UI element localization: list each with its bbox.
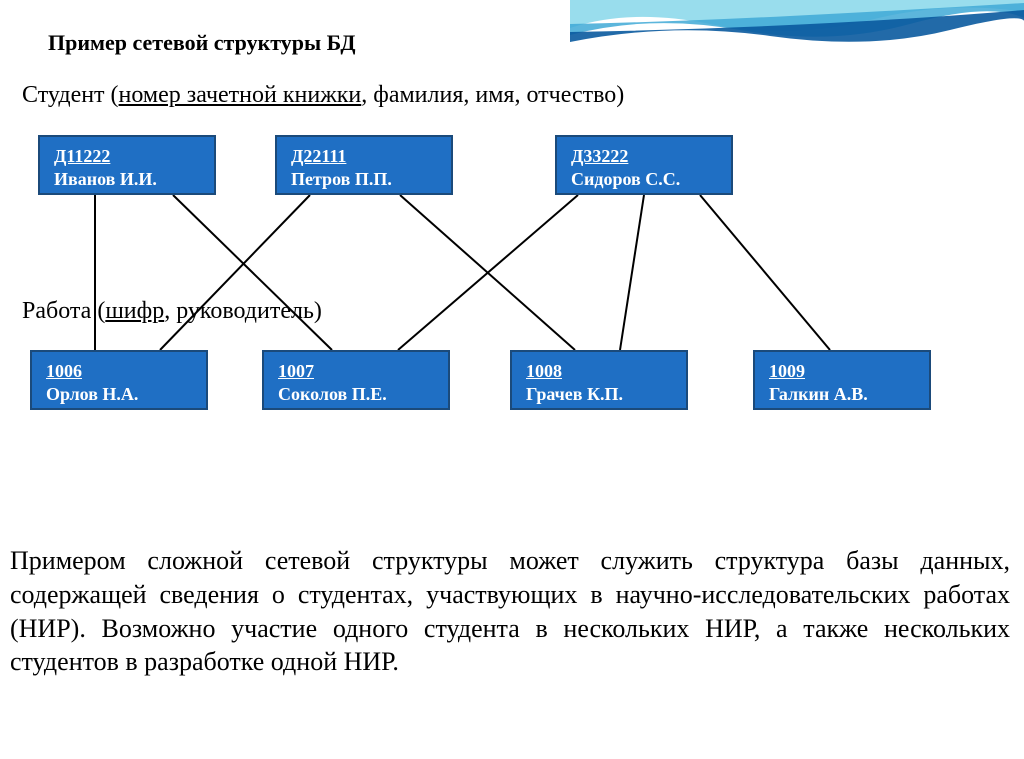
subtitle-work-underlined: шифр (105, 298, 164, 324)
student-name: Сидоров С.С. (571, 169, 680, 189)
edge-line (700, 195, 830, 350)
work-code: 1009 (769, 360, 915, 383)
work-name: Орлов Н.А. (46, 384, 138, 404)
student-node: Д33222Сидоров С.С. (555, 135, 733, 195)
work-node: 1009Галкин А.В. (753, 350, 931, 410)
page-title: Пример сетевой структуры БД (48, 30, 356, 56)
student-code: Д33222 (571, 145, 717, 168)
work-name: Соколов П.Е. (278, 384, 387, 404)
student-code: Д11222 (54, 145, 200, 168)
work-code: 1007 (278, 360, 434, 383)
edge-line (173, 195, 332, 350)
edge-line (160, 195, 310, 350)
title-text: Пример сетевой структуры БД (48, 30, 356, 55)
work-node: 1007Соколов П.Е. (262, 350, 450, 410)
student-node: Д11222Иванов И.И. (38, 135, 216, 195)
work-code: 1006 (46, 360, 192, 383)
subtitle-work: Работа (шифр, руководитель) (22, 298, 322, 325)
student-node: Д22111Петров П.П. (275, 135, 453, 195)
edge-line (620, 195, 644, 350)
edge-line (398, 195, 578, 350)
work-code: 1008 (526, 360, 672, 383)
body-paragraph: Примером сложной сетевой структуры может… (10, 544, 1010, 679)
subtitle-student-underlined: номер зачетной книжки (119, 82, 362, 108)
subtitle-student: Студент (номер зачетной книжки, фамилия,… (22, 82, 624, 109)
edge-line (400, 195, 575, 350)
work-name: Грачев К.П. (526, 384, 623, 404)
student-name: Петров П.П. (291, 169, 392, 189)
student-name: Иванов И.И. (54, 169, 157, 189)
subtitle-student-prefix: Студент ( (22, 82, 119, 108)
subtitle-work-prefix: Работа ( (22, 298, 105, 324)
work-node: 1008Грачев К.П. (510, 350, 688, 410)
subtitle-work-suffix: , руководитель) (164, 298, 322, 324)
wave-decoration (570, 0, 1024, 55)
subtitle-student-suffix: , фамилия, имя, отчество) (361, 82, 624, 108)
work-name: Галкин А.В. (769, 384, 868, 404)
work-node: 1006Орлов Н.А. (30, 350, 208, 410)
student-code: Д22111 (291, 145, 437, 168)
body-text-content: Примером сложной сетевой структуры может… (10, 546, 1010, 676)
